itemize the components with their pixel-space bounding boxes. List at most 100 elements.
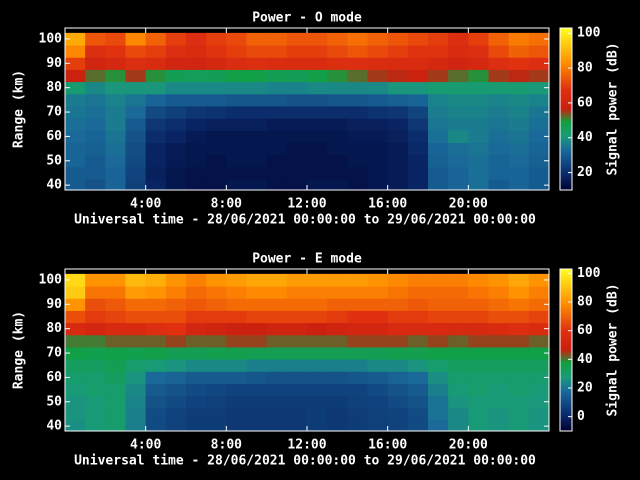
cell [529, 118, 550, 131]
cell [368, 274, 389, 287]
cell [428, 130, 449, 143]
cell [247, 45, 268, 58]
cell [448, 69, 469, 82]
cell [166, 82, 187, 95]
cell [347, 347, 368, 360]
cell [327, 323, 348, 336]
cell [368, 310, 389, 323]
cell [388, 167, 409, 180]
cell [166, 130, 187, 143]
cell [428, 335, 449, 348]
cell [186, 359, 207, 372]
cell [186, 298, 207, 311]
cell [468, 298, 489, 311]
cell [226, 359, 247, 372]
cell [388, 323, 409, 336]
cell [267, 335, 288, 348]
colorbar-title: Signal power (dB) [606, 42, 621, 175]
cell [146, 45, 167, 58]
cell [226, 274, 247, 287]
x-tick-label: 16:00 [368, 438, 407, 453]
cell [166, 371, 187, 384]
cell [146, 106, 167, 119]
cell [287, 274, 308, 287]
cell [489, 274, 510, 287]
cell [327, 82, 348, 95]
cell [206, 335, 227, 348]
cell [448, 142, 469, 155]
cell [206, 371, 227, 384]
cell [327, 383, 348, 396]
cell [85, 323, 106, 336]
cell [368, 335, 389, 348]
y-tick-label: 90 [46, 56, 62, 71]
cell [206, 383, 227, 396]
cell [247, 130, 268, 143]
cell [146, 57, 167, 70]
cell [85, 33, 106, 46]
cell [428, 33, 449, 46]
cell [65, 383, 86, 396]
cell [307, 371, 328, 384]
cell [428, 371, 449, 384]
cell [65, 167, 86, 180]
cell [327, 33, 348, 46]
cell [206, 142, 227, 155]
cell [146, 118, 167, 131]
cell [186, 130, 207, 143]
cell [509, 155, 530, 168]
cell [347, 359, 368, 372]
x-tick-label: 4:00 [130, 438, 161, 453]
cell [307, 359, 328, 372]
cell [388, 94, 409, 107]
cell [126, 371, 147, 384]
cell [85, 347, 106, 360]
cell [368, 347, 389, 360]
cell [267, 286, 288, 299]
x-tick-label: 20:00 [449, 197, 488, 212]
cell [105, 130, 126, 143]
cell [408, 298, 429, 311]
cell [105, 323, 126, 336]
cell [126, 298, 147, 311]
cell [146, 94, 167, 107]
cell [287, 33, 308, 46]
cell [509, 347, 530, 360]
cell [428, 142, 449, 155]
x-tick-label: 12:00 [287, 438, 326, 453]
cell [428, 298, 449, 311]
colorbar-tick-label: 40 [577, 352, 593, 367]
cell [166, 359, 187, 372]
cell [287, 167, 308, 180]
cell [347, 130, 368, 143]
cell [408, 130, 429, 143]
cell [287, 396, 308, 409]
cell [347, 286, 368, 299]
cell [448, 118, 469, 131]
cell [65, 408, 86, 421]
cell [368, 130, 389, 143]
cell [347, 335, 368, 348]
cell [287, 371, 308, 384]
cell [408, 33, 429, 46]
cell [105, 396, 126, 409]
cell [105, 371, 126, 384]
cell [287, 310, 308, 323]
cell [247, 323, 268, 336]
cell [428, 274, 449, 287]
cell [489, 94, 510, 107]
cell [247, 94, 268, 107]
cell [105, 286, 126, 299]
cell [126, 323, 147, 336]
cell [388, 371, 409, 384]
cell [368, 408, 389, 421]
cell [126, 167, 147, 180]
cell [489, 335, 510, 348]
cell [186, 167, 207, 180]
cell [448, 130, 469, 143]
cell [226, 408, 247, 421]
cell [368, 298, 389, 311]
cell [146, 69, 167, 82]
cell [448, 359, 469, 372]
cell [327, 371, 348, 384]
